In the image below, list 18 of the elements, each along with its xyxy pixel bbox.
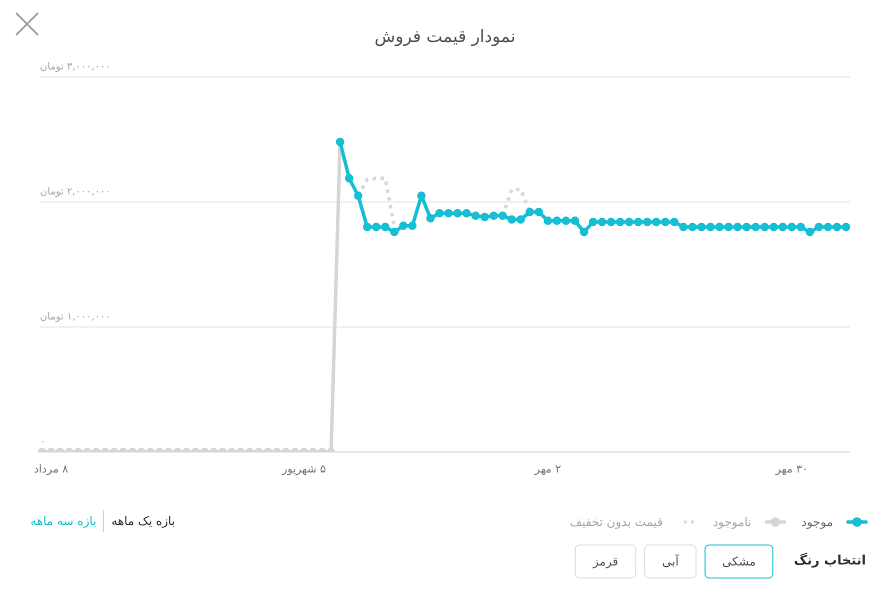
button: آبی — [644, 544, 697, 578]
text: بازه یک ماهه — [111, 514, 175, 528]
x-tick-label: ۸ مرداد — [34, 462, 68, 476]
x-tick-label: ۳۰ مهر — [774, 462, 808, 476]
legend-label: قیمت بدون تخفیف — [570, 515, 663, 529]
button: مشکی — [704, 544, 774, 578]
y-tick-label: ۲,۰۰۰,۰۰۰ تومان — [40, 186, 111, 198]
text: انتخاب رنگ — [794, 552, 866, 568]
x-tick-label: ۲ مهر — [534, 462, 562, 476]
button: قرمز — [574, 544, 636, 578]
chart-title: نمودار قیمت فروش — [374, 27, 516, 47]
legend-label: ناموجود — [712, 515, 752, 529]
text: بازه سه ماهه — [30, 514, 96, 528]
legend-label: موجود — [801, 515, 833, 529]
y-tick-label: ۱,۰۰۰,۰۰۰ تومان — [40, 312, 111, 322]
y-tick-label: ۳,۰۰۰,۰۰۰ تومان — [40, 62, 111, 72]
y-tick-label: ۰ — [40, 436, 46, 448]
x-tick-label: ۵ شهریور — [281, 462, 326, 476]
